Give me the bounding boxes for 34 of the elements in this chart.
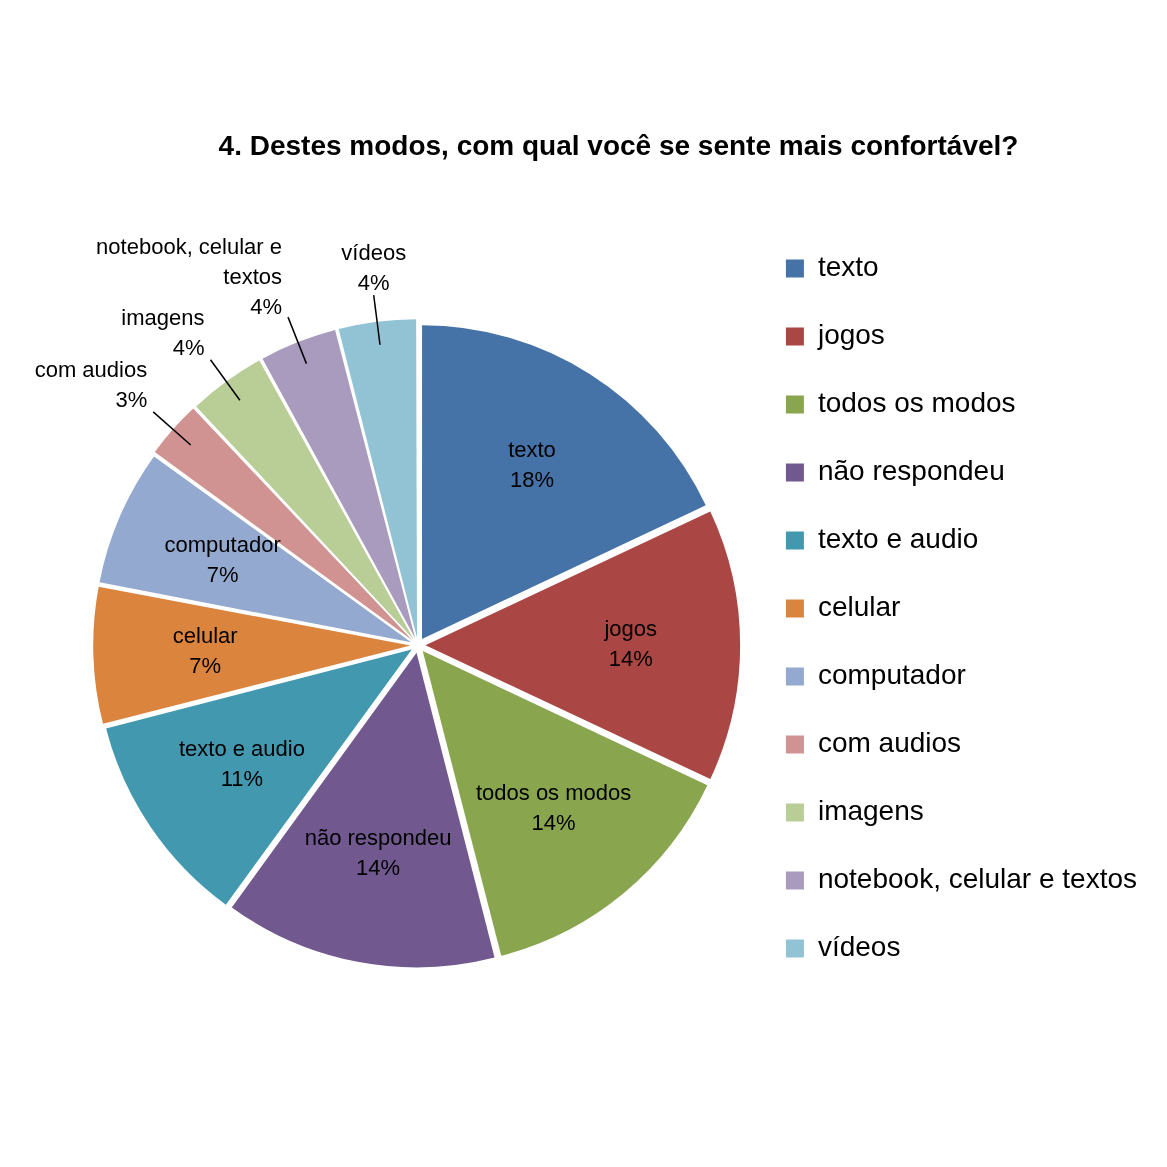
slice-label: todos os modos	[475, 780, 632, 806]
legend-label: jogos	[816, 319, 885, 351]
slice-label: jogos	[603, 616, 658, 642]
data-label: 11%	[220, 765, 264, 791]
legend-label: texto e audio	[817, 523, 979, 555]
slice-label: texto e audio	[178, 735, 305, 761]
data-label: 18%	[509, 466, 555, 492]
data-label: 3%	[115, 386, 148, 412]
legend-label: imagens	[817, 795, 924, 827]
legend-label: celular	[817, 591, 901, 623]
legend-label: com audios	[817, 727, 962, 759]
data-label: 4%	[357, 270, 390, 296]
data-label: 4%	[250, 294, 283, 320]
data-label: 14%	[356, 855, 401, 881]
data-label: 14%	[608, 646, 653, 672]
slice-label: não respondeu	[304, 825, 452, 851]
data-label: 4%	[172, 334, 205, 360]
slice-label: texto	[508, 436, 556, 462]
slice-label: computador	[164, 531, 281, 557]
legend-label: computador	[817, 659, 966, 691]
slice-label: celular	[172, 623, 238, 649]
legend-label: notebook, celular e textos	[817, 863, 1138, 895]
data-label: 14%	[531, 810, 576, 836]
slice-label: com audios	[34, 356, 148, 382]
chart-title: 4. Destes modos, com qual você se sente mais confortável?	[218, 129, 1019, 161]
legend-label: vídeos	[817, 931, 901, 963]
slice-label: imagens	[121, 304, 205, 330]
slice-label: notebook, celular e textos	[96, 234, 283, 290]
data-label: 7%	[206, 561, 239, 587]
legend-label: texto	[817, 251, 879, 283]
slice-label: vídeos	[341, 240, 407, 266]
legend-label: não respondeu	[817, 455, 1005, 487]
legend-label: todos os modos	[817, 387, 1016, 419]
data-label: 7%	[189, 653, 222, 679]
